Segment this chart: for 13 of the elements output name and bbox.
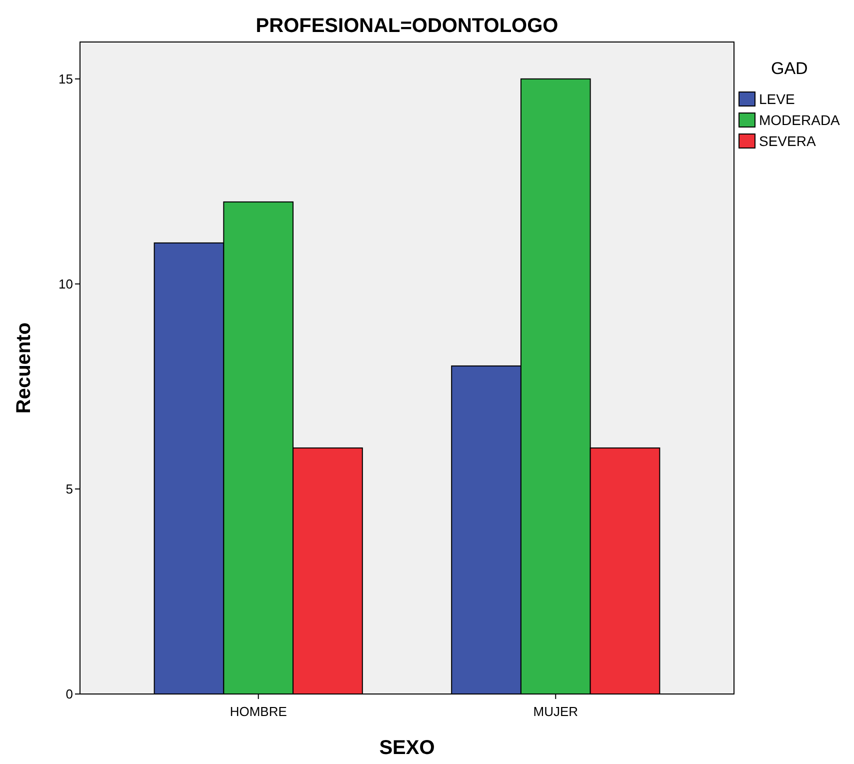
y-tick-label: 10 — [58, 276, 73, 292]
y-tick-label: 15 — [58, 71, 73, 86]
x-tick-label: HOMBRE — [230, 704, 288, 719]
x-axis-title: SEXO — [379, 737, 435, 759]
y-tick-label: 0 — [66, 686, 73, 702]
y-tick-label: 5 — [66, 482, 73, 497]
x-tick-label: MUJER — [533, 704, 578, 719]
chart-title: PROFESIONAL=ODONTOLOGO — [256, 15, 558, 37]
y-axis-title: Recuento — [13, 322, 35, 414]
legend-label: MODERADA — [759, 112, 841, 128]
legend-title: GAD — [771, 59, 808, 78]
legend-label: LEVE — [759, 90, 795, 107]
legend-label: SEVERA — [759, 132, 816, 149]
